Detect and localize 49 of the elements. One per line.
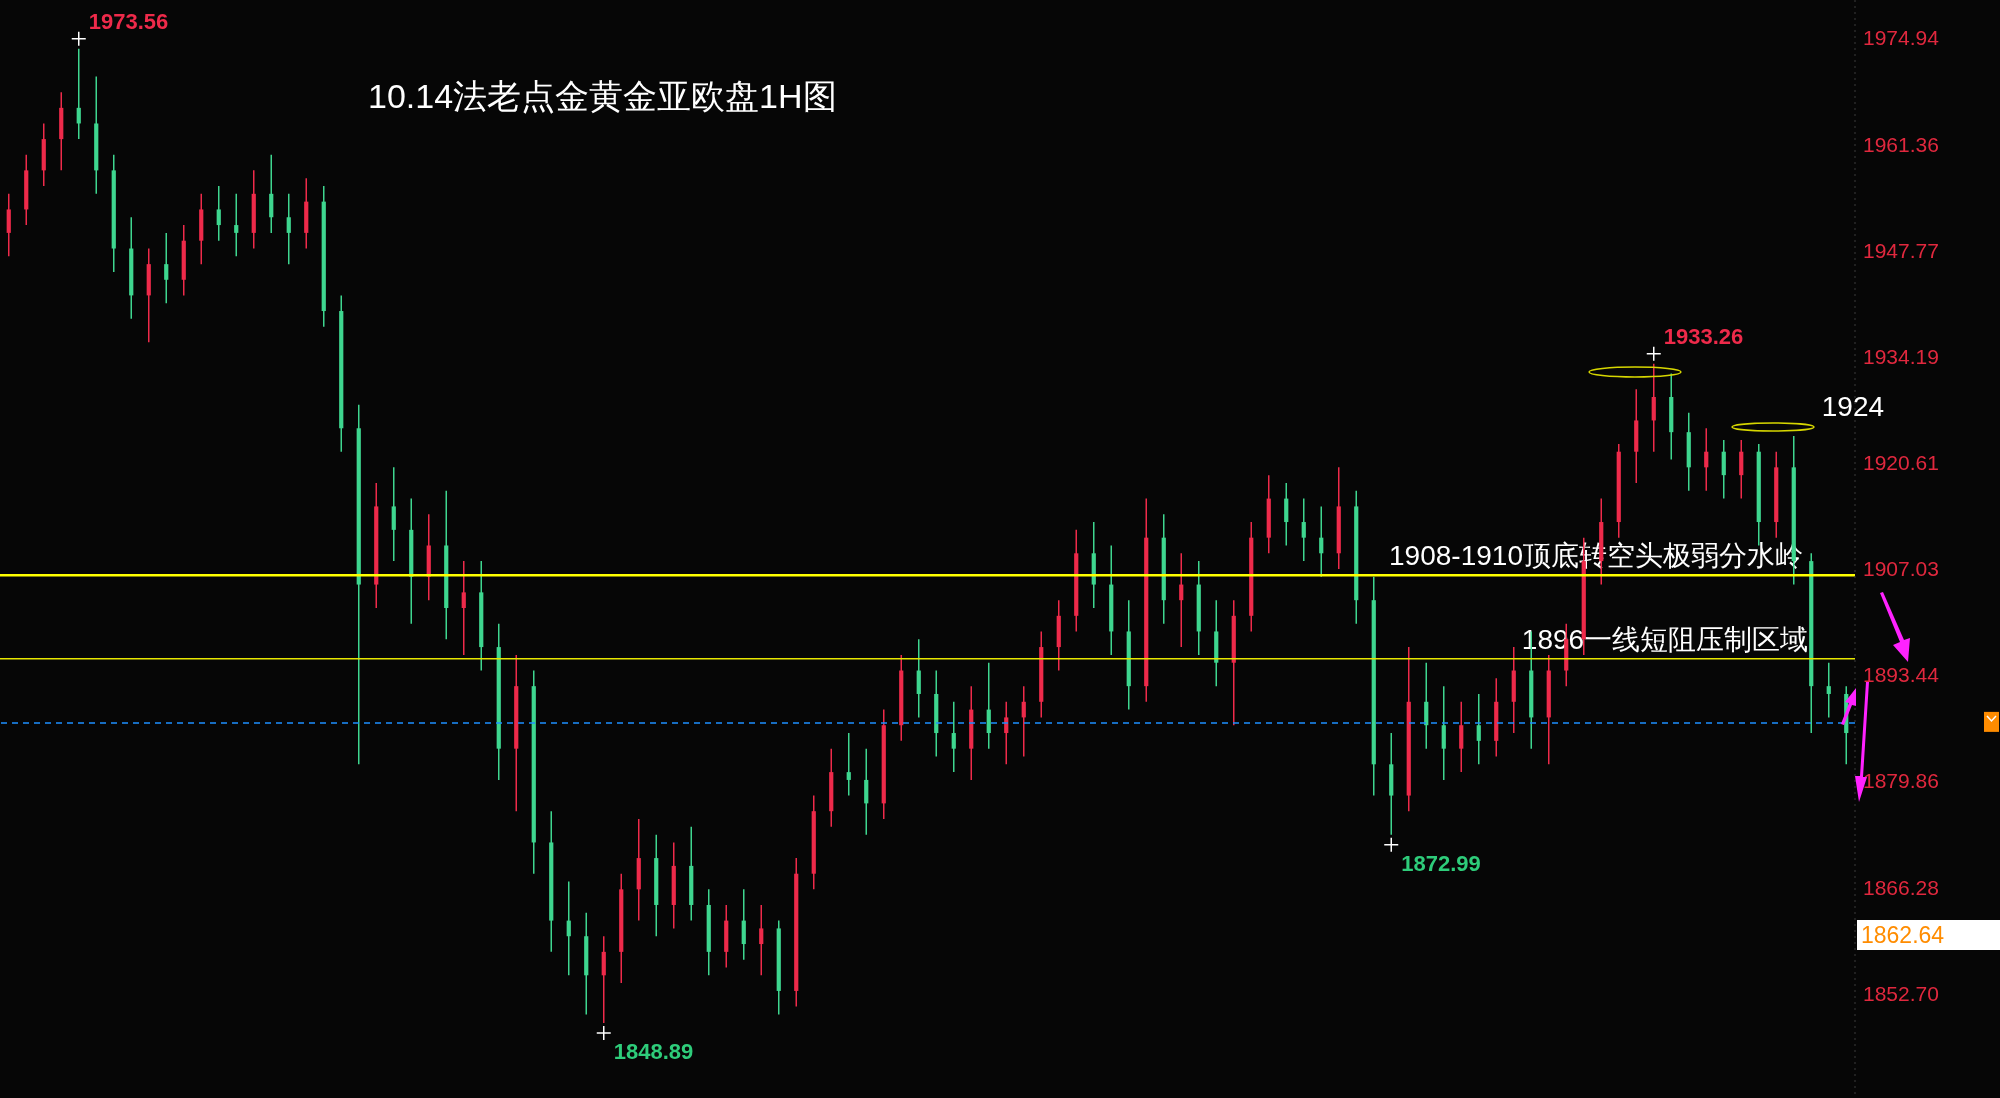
candlestick [1424, 661, 1429, 750]
candlestick [216, 185, 221, 242]
candlestick [916, 638, 921, 719]
text: 10.14法老点金黄金亚欧盘1H图 [368, 76, 837, 117]
candlestick [1441, 685, 1446, 781]
annotation: 1872.99 [1401, 850, 1481, 876]
candlestick [1459, 701, 1464, 773]
y-tick-label: 1920.61 [1863, 451, 1939, 475]
y-tick-label: 1961.36 [1863, 132, 1939, 156]
candlestick [76, 48, 81, 140]
candlestick [1021, 685, 1026, 758]
candlestick [601, 935, 606, 1024]
candlestick [864, 747, 869, 836]
candlestick [1651, 362, 1656, 453]
candlestick [951, 701, 956, 773]
candlestick [1739, 439, 1744, 500]
annotation: 1924 [1821, 391, 1885, 423]
candlestick [164, 232, 169, 304]
y-tick-label: 1893.44 [1863, 663, 1940, 687]
candlestick [759, 904, 764, 977]
candlestick [269, 153, 274, 234]
y-tick-label: 1907.03 [1863, 557, 1939, 581]
annotation: 1973.56 [88, 8, 169, 34]
y-tick-label: 1852.70 [1863, 981, 1939, 1005]
candlestick [1319, 505, 1324, 578]
y-tick-label: 1947.77 [1863, 238, 1939, 262]
candlestick [1721, 439, 1726, 500]
candlestick [1301, 497, 1306, 562]
candlestick [461, 560, 466, 656]
annotation: 1933.26 [1663, 323, 1744, 349]
candlestick [234, 193, 239, 258]
candlestick [986, 661, 991, 750]
y-tick-label: 1934.19 [1863, 344, 1939, 368]
candlestick [1826, 661, 1831, 719]
text: 1862.64 [1857, 920, 2000, 950]
y-tick-label: 1879.86 [1863, 769, 1939, 793]
candlestick [286, 193, 291, 265]
candlestick [846, 732, 851, 797]
candlestick [566, 880, 571, 977]
annotation: 1848.89 [613, 1039, 694, 1065]
candlestick [1704, 427, 1709, 492]
candlestick [6, 193, 11, 258]
candlestick [391, 466, 396, 562]
candlestick [741, 888, 746, 961]
y-tick-label: 1974.94 [1863, 26, 1940, 50]
candlestick [1179, 552, 1184, 648]
candlestick [1284, 482, 1289, 547]
candlestick [1476, 693, 1481, 766]
y-tick-label: 1866.28 [1863, 875, 1939, 899]
